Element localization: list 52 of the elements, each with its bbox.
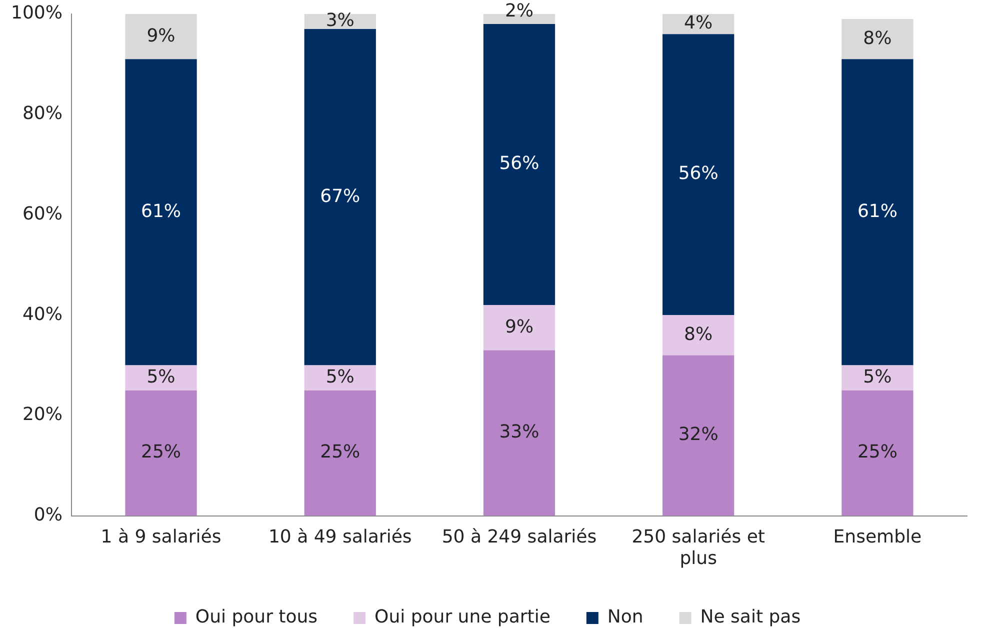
bar	[842, 59, 914, 366]
legend-label: Oui pour une partie	[374, 606, 550, 628]
bar	[304, 390, 376, 516]
data-label: 2%	[504, 0, 534, 22]
data-label: 33%	[499, 422, 540, 443]
bar	[842, 390, 914, 516]
data-label: 25%	[857, 442, 898, 463]
y-tick-label: 0%	[34, 504, 62, 526]
data-label: 5%	[146, 366, 176, 388]
y-tick-label: 40%	[22, 304, 62, 325]
data-label: 25%	[320, 442, 360, 463]
bar	[304, 365, 376, 390]
bar	[125, 390, 197, 516]
bar	[483, 24, 556, 306]
data-label: 67%	[320, 186, 360, 207]
data-label: 5%	[326, 366, 354, 388]
bar	[483, 350, 556, 516]
bar	[483, 305, 556, 350]
bar	[125, 365, 197, 390]
bar	[662, 34, 734, 316]
data-label: 25%	[141, 442, 182, 463]
x-tick-label: Ensemble	[833, 526, 922, 548]
data-label: 61%	[857, 200, 898, 222]
data-label: 5%	[863, 366, 892, 388]
data-label: 56%	[678, 163, 718, 184]
bar	[842, 19, 914, 60]
bar	[125, 14, 197, 60]
x-tick-label: 1 à 9 salariés	[100, 526, 222, 548]
data-label: 8%	[863, 28, 892, 49]
bar	[662, 355, 734, 516]
data-label: 9%	[504, 316, 534, 338]
x-tick-label: 10 à 49 salariés	[268, 526, 412, 548]
y-tick-label: 20%	[22, 404, 62, 426]
legend-label: Non	[607, 606, 644, 628]
bar	[304, 29, 376, 366]
y-tick-label: 100%	[10, 2, 62, 24]
legend-label: Ne sait pas	[700, 606, 801, 628]
data-label: 3%	[326, 10, 354, 32]
x-tick-label: 50 à 249 salariés	[442, 526, 597, 548]
data-label: 4%	[684, 12, 713, 34]
y-tick-label: 80%	[22, 103, 62, 124]
x-tick-label: 250 salariés et plus	[632, 526, 765, 569]
bar	[842, 365, 914, 390]
data-label: 8%	[684, 324, 713, 345]
data-label: 9%	[146, 25, 176, 46]
bar	[662, 315, 734, 356]
legend-label: Oui pour tous	[195, 606, 318, 628]
y-tick-label: 60%	[22, 203, 62, 224]
data-label: 32%	[678, 424, 718, 446]
data-label: 56%	[499, 153, 540, 174]
bar	[125, 59, 197, 366]
data-label: 61%	[141, 200, 182, 222]
